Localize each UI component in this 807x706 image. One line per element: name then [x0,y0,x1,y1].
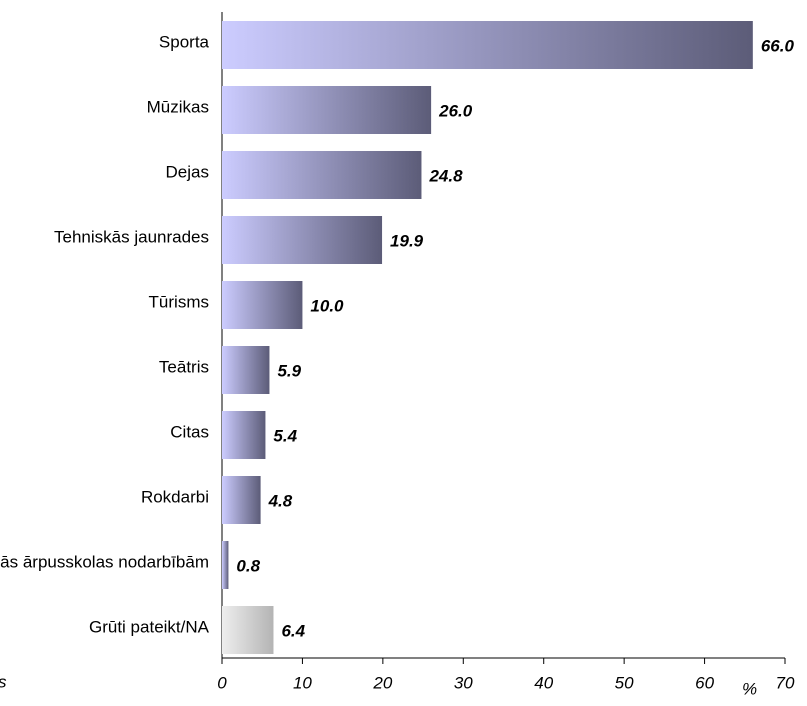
x-tick-label: 70 [776,673,795,692]
x-tick-label: 10 [293,673,312,692]
value-label: 0.8 [236,556,260,575]
y-tick-label: Tūrisms [149,292,209,311]
y-tick-label: Teātris [159,357,209,376]
y-tick-label: Dejas [166,162,209,181]
bar [222,21,753,69]
x-tick-label: 50 [615,673,634,692]
bar [222,216,383,264]
value-label: 26.0 [438,101,473,120]
bar [222,281,303,329]
x-tick-label: 30 [454,673,473,692]
bar [222,541,229,589]
bar [222,411,266,459]
y-tick-label: Citas [170,422,209,441]
x-axis-label: % [742,679,757,698]
x-tick-label: 60 [695,673,714,692]
note: s [0,672,7,691]
bar [222,476,261,524]
x-tick-label: 0 [217,673,227,692]
y-tick-label: Mūzikas [147,97,209,116]
x-tick-label: 20 [372,673,392,692]
value-label: 4.8 [268,491,293,510]
y-tick-label: Rokdarbi [141,487,209,506]
y-tick-label: Nepiedalās ārpusskolas nodarbībām [0,552,209,571]
x-tick-label: 40 [534,673,553,692]
y-tick-label: Grūti pateikt/NA [89,617,210,636]
bar [222,151,422,199]
bar [222,606,274,654]
bar [222,86,432,134]
value-label: 19.9 [390,231,424,250]
y-tick-label: Tehniskās jaunrades [54,227,209,246]
bar [222,346,270,394]
value-label: 5.9 [277,361,301,380]
y-tick-label: Sporta [159,32,210,51]
value-label: 10.0 [310,296,344,315]
value-label: 5.4 [273,426,297,445]
value-label: 24.8 [428,166,463,185]
value-label: 66.0 [761,36,795,55]
value-label: 6.4 [281,621,305,640]
